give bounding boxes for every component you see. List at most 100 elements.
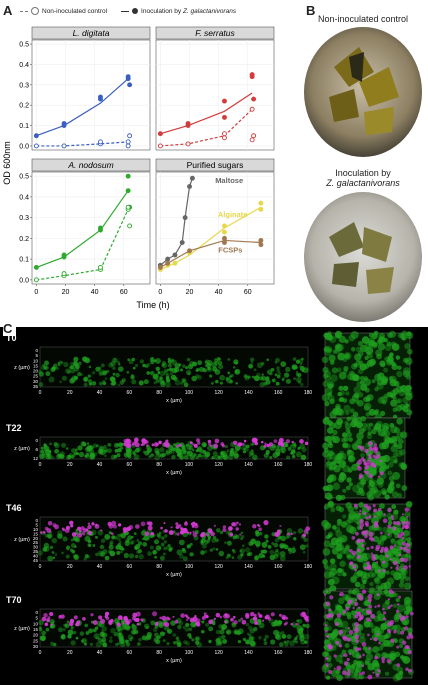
cell-magenta: [389, 557, 392, 561]
cell-green: [336, 553, 343, 560]
data-point: [98, 264, 103, 270]
cell-green: [322, 380, 329, 388]
cell-green: [40, 635, 46, 642]
cell-green: [337, 352, 346, 361]
cell-magenta: [409, 635, 414, 639]
cell-green: [404, 576, 410, 582]
cell-magenta: [361, 664, 364, 668]
cell-green: [120, 628, 124, 631]
x-tick-label: 140: [244, 390, 253, 396]
cell-green: [48, 376, 55, 383]
cell-green: [293, 537, 297, 541]
cell-green: [379, 442, 387, 450]
cell-green: [396, 370, 403, 378]
cell-green: [61, 375, 67, 381]
cell-green: [115, 642, 119, 647]
cell-green: [363, 376, 368, 381]
cell-magenta: [365, 470, 369, 475]
cell-green: [346, 431, 352, 438]
cell-magenta: [133, 437, 139, 443]
x-tick-label: 80: [156, 462, 162, 468]
cell-green: [380, 582, 388, 590]
cell-green: [390, 435, 398, 443]
cell-green: [165, 449, 171, 455]
cell-green: [407, 348, 413, 355]
cell-magenta: [396, 603, 400, 606]
cell-green: [334, 456, 342, 464]
cell-green: [115, 372, 120, 378]
cell-magenta: [208, 442, 212, 446]
cell-magenta: [353, 503, 358, 508]
z-tick-label: 0: [35, 348, 38, 353]
cell-magenta: [90, 613, 94, 617]
series-annotation: Alginate: [218, 210, 248, 219]
cell-green: [186, 357, 191, 362]
cell-green: [170, 372, 173, 375]
cell-green: [53, 363, 58, 368]
cell-green: [245, 640, 251, 645]
data-point: [185, 141, 191, 147]
cell-green: [376, 477, 384, 485]
cell-green: [245, 622, 250, 627]
cell-green: [83, 376, 89, 382]
cell-green: [301, 446, 307, 453]
x-tick-label: 20: [67, 564, 73, 570]
cell-green: [229, 375, 232, 378]
cell-green: [360, 479, 367, 486]
cell-green: [191, 375, 198, 382]
z-tick-label: 20: [33, 536, 39, 541]
cell-magenta: [87, 522, 91, 525]
cell-magenta: [176, 532, 180, 536]
cell-magenta: [387, 533, 390, 536]
data-point: [98, 94, 103, 100]
cell-green: [390, 399, 398, 407]
cell-magenta: [400, 531, 405, 536]
cell-green: [158, 379, 163, 384]
cell-green: [331, 576, 340, 585]
cell-green: [117, 442, 123, 448]
x-tick-label: 20: [62, 289, 70, 296]
x-tick-label: 40: [97, 462, 103, 468]
cell-green: [303, 537, 308, 542]
cell-magenta: [126, 526, 131, 532]
cell-green: [399, 515, 406, 523]
z-tick-label: 10: [33, 621, 39, 626]
cell-green: [342, 385, 349, 392]
cell-green: [332, 436, 340, 444]
cell-magenta: [373, 443, 378, 447]
cell-magenta: [77, 526, 82, 531]
open-circle-icon: [31, 7, 39, 15]
cell-green: [371, 563, 377, 569]
cell-magenta: [221, 444, 226, 448]
cell-magenta: [224, 620, 228, 624]
cell-green: [262, 554, 266, 558]
cell-green: [144, 363, 149, 369]
cell-green: [323, 540, 331, 548]
cell-green: [89, 642, 93, 646]
cell-green: [119, 641, 126, 648]
x-tick-label: 0: [39, 564, 42, 570]
cell-green: [73, 375, 79, 381]
cell-green: [305, 544, 309, 548]
inoculated-flask-photo: [304, 192, 422, 322]
cell-magenta: [233, 620, 238, 625]
cell-green: [361, 336, 370, 344]
cell-magenta: [358, 655, 362, 659]
data-point: [61, 252, 67, 258]
cell-green: [385, 570, 390, 575]
cell-magenta: [165, 616, 170, 620]
data-point: [33, 133, 39, 139]
cell-magenta: [370, 613, 376, 619]
cell-green: [54, 442, 60, 449]
cell-green: [327, 501, 334, 507]
cell-green: [180, 382, 183, 385]
cell-green: [204, 360, 208, 363]
cell-green: [325, 675, 331, 680]
y-axis-label: OD 600nm: [2, 141, 12, 185]
cell-magenta: [186, 618, 189, 621]
cell-magenta: [42, 531, 46, 534]
cell-green: [95, 641, 102, 648]
cell-green: [352, 588, 360, 596]
cell-green: [379, 534, 386, 542]
cell-green: [393, 616, 400, 623]
